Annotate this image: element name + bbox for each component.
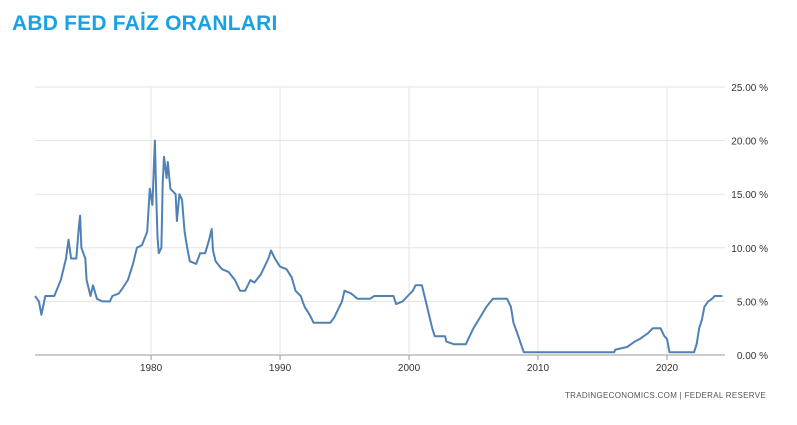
grid-lines bbox=[35, 86, 725, 356]
x-tick-label: 1990 bbox=[269, 363, 292, 374]
source-label: TRADINGECONOMICS.COM | FEDERAL RESERVE bbox=[565, 391, 766, 400]
y-tick-label: 0.00 % bbox=[737, 351, 768, 362]
x-axis-ticks: 1980 1990 2000 2010 2020 bbox=[140, 355, 679, 374]
x-tick-label: 2020 bbox=[656, 363, 679, 374]
y-tick-label: 25.00 % bbox=[731, 83, 768, 94]
x-tick-label: 2000 bbox=[398, 363, 421, 374]
x-tick-label: 1980 bbox=[140, 363, 163, 374]
y-tick-label: 15.00 % bbox=[731, 190, 768, 201]
y-tick-label: 5.00 % bbox=[737, 297, 768, 308]
y-tick-label: 10.00 % bbox=[731, 244, 768, 255]
y-axis-ticks: 0.00 % 5.00 % 10.00 % 15.00 % 20.00 % 25.00 % bbox=[731, 83, 768, 362]
x-tick-label: 2010 bbox=[527, 363, 550, 374]
series-line-fed-rate bbox=[34, 139, 723, 354]
y-tick-label: 20.00 % bbox=[731, 137, 768, 148]
page-title: ABD FED FAİZ ORANLARI bbox=[12, 12, 278, 35]
